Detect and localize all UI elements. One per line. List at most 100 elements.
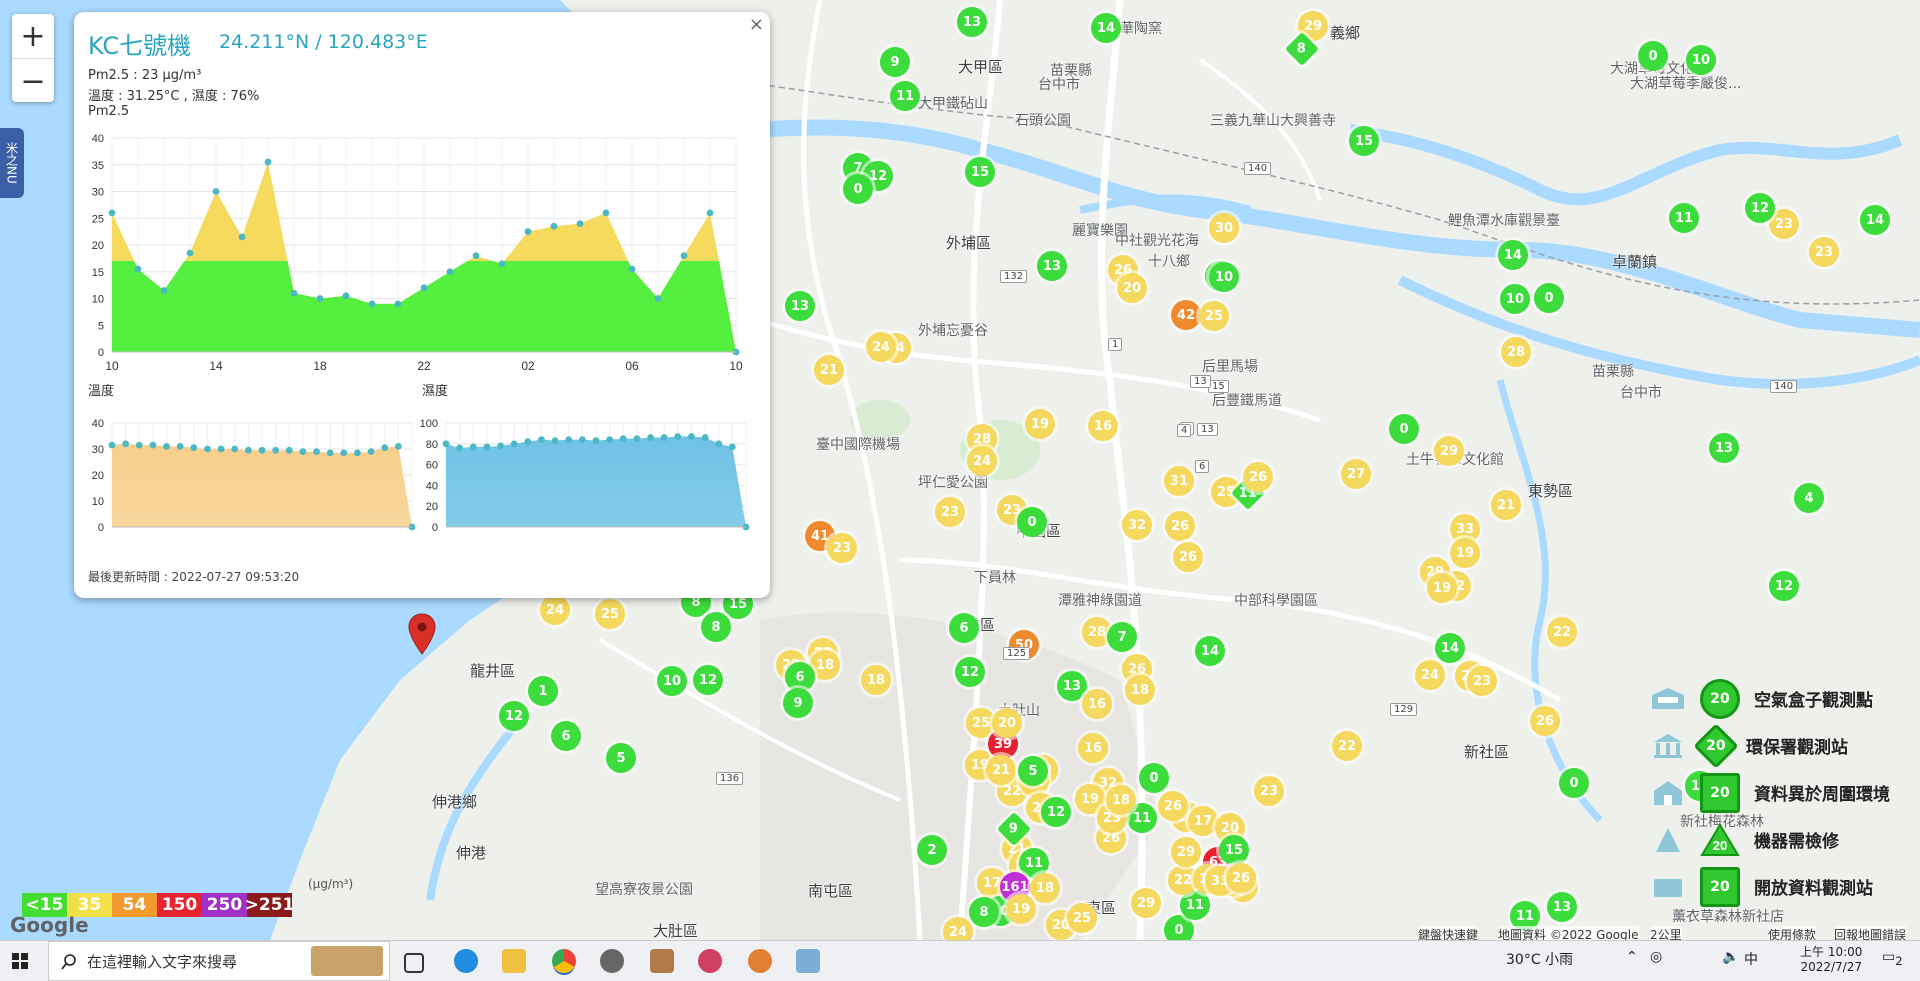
air-quality-marker[interactable]: 24 [1415, 660, 1445, 690]
air-quality-marker[interactable]: 26 [1226, 863, 1256, 893]
keyboard-shortcuts-link[interactable]: 鍵盤快速鍵 [1418, 926, 1479, 943]
air-quality-marker[interactable]: 30 [1209, 213, 1239, 243]
windows-start-icon[interactable] [12, 953, 28, 969]
air-quality-marker[interactable]: 14 [1435, 633, 1465, 663]
air-quality-marker[interactable]: 24 [866, 332, 896, 362]
air-quality-marker[interactable]: 6 [551, 721, 581, 751]
air-quality-marker[interactable]: 25 [1199, 301, 1229, 331]
air-quality-marker[interactable]: 20 [992, 708, 1022, 738]
air-quality-marker[interactable]: 24 [967, 446, 997, 476]
air-quality-marker[interactable]: 24 [540, 595, 570, 625]
air-quality-marker[interactable]: 14 [1195, 636, 1225, 666]
air-quality-marker[interactable]: 0 [1559, 768, 1589, 798]
air-quality-marker[interactable]: 5 [606, 743, 636, 773]
terms-link[interactable]: 使用條款 [1768, 926, 1817, 943]
air-quality-marker[interactable]: 0 [1017, 507, 1047, 537]
air-quality-marker[interactable]: 23 [827, 533, 857, 563]
notification-icon[interactable]: ▭2 [1882, 949, 1903, 968]
air-quality-marker[interactable]: 29 [1131, 888, 1161, 918]
air-quality-marker[interactable]: 15 [1219, 835, 1249, 865]
air-quality-marker[interactable]: 22 [1168, 865, 1198, 895]
taskbar-search[interactable]: 在這裡輸入文字來搜尋 [48, 941, 390, 981]
air-quality-marker[interactable]: 21 [814, 355, 844, 385]
air-quality-marker[interactable]: 4 [1794, 483, 1824, 513]
air-quality-marker[interactable]: 12 [1769, 571, 1799, 601]
air-quality-marker[interactable]: 21 [986, 755, 1016, 785]
air-quality-marker[interactable]: 16 [1082, 689, 1112, 719]
air-quality-marker[interactable]: 6 [785, 662, 815, 692]
clock[interactable]: 上午 10:00 2022/7/27 [1800, 943, 1862, 974]
air-quality-marker[interactable]: 13 [1709, 433, 1739, 463]
report-map-error-link[interactable]: 回報地圖錯誤 [1834, 926, 1907, 943]
air-quality-marker[interactable]: 19 [1427, 573, 1457, 603]
air-quality-marker[interactable]: 22 [1332, 731, 1362, 761]
location-pin-icon[interactable] [407, 612, 437, 656]
air-quality-marker[interactable]: 13 [957, 7, 987, 37]
air-quality-marker[interactable]: 14 [1860, 205, 1890, 235]
edge-browser-icon[interactable] [454, 949, 478, 973]
air-quality-marker[interactable]: 2 [917, 835, 947, 865]
air-quality-marker[interactable]: 33 [1450, 514, 1480, 544]
air-quality-marker[interactable]: 0 [1534, 283, 1564, 313]
side-tab[interactable]: 米之NU [0, 128, 24, 198]
air-quality-marker[interactable]: 0 [1638, 41, 1668, 71]
air-quality-marker[interactable]: 25 [595, 599, 625, 629]
air-quality-marker[interactable]: 42 [1171, 300, 1201, 330]
air-quality-marker[interactable]: 18 [861, 665, 891, 695]
air-quality-marker[interactable]: 12 [955, 657, 985, 687]
air-quality-marker[interactable]: 21 [1491, 490, 1521, 520]
air-quality-marker[interactable]: 10 [657, 666, 687, 696]
air-quality-marker[interactable]: 15 [965, 157, 995, 187]
air-quality-marker[interactable]: 18 [1030, 873, 1060, 903]
air-quality-marker[interactable]: 15 [1349, 126, 1379, 156]
app-icon-animal[interactable] [650, 949, 674, 973]
air-quality-marker[interactable]: 23 [935, 497, 965, 527]
zoom-in-button[interactable]: + [12, 14, 54, 59]
air-quality-marker[interactable]: 28 [1501, 337, 1531, 367]
ime-indicator[interactable]: 中 [1744, 952, 1758, 968]
network-icon[interactable]: ◎ [1650, 949, 1663, 965]
app-icon-box[interactable] [796, 949, 820, 973]
air-quality-marker[interactable]: 1 [528, 676, 558, 706]
air-quality-marker[interactable]: 13 [1547, 892, 1577, 922]
close-popup-button[interactable]: × [748, 14, 764, 35]
air-quality-marker[interactable]: 18 [1125, 675, 1155, 705]
air-quality-marker[interactable]: 0 [1389, 414, 1419, 444]
app-icon-tool[interactable] [698, 949, 722, 973]
air-quality-marker[interactable]: 27 [1341, 459, 1371, 489]
air-quality-marker[interactable]: 26 [1173, 542, 1203, 572]
air-quality-marker[interactable]: 10 [1209, 262, 1239, 292]
air-quality-marker[interactable]: 13 [785, 291, 815, 321]
air-quality-marker[interactable]: 10 [1500, 284, 1530, 314]
task-view-icon[interactable] [404, 953, 424, 973]
air-quality-marker[interactable]: 31 [1164, 466, 1194, 496]
air-quality-marker[interactable]: 14 [1091, 13, 1121, 43]
app-icon-compass[interactable] [600, 949, 624, 973]
air-quality-marker[interactable]: 13 [1057, 671, 1087, 701]
air-quality-marker[interactable]: 5 [1018, 756, 1048, 786]
air-quality-marker[interactable]: 8 [701, 612, 731, 642]
air-quality-marker[interactable]: 19 [1450, 538, 1480, 568]
air-quality-marker[interactable]: 32 [1122, 510, 1152, 540]
air-quality-marker[interactable]: 23 [1254, 776, 1284, 806]
air-quality-marker[interactable]: 26 [1165, 511, 1195, 541]
air-quality-marker[interactable]: 13 [1037, 251, 1067, 281]
air-quality-marker[interactable]: 18 [1106, 785, 1136, 815]
air-quality-marker[interactable]: 12 [1041, 797, 1071, 827]
volume-icon[interactable]: 🔈 [1722, 949, 1740, 965]
air-quality-marker[interactable]: 11 [890, 81, 920, 111]
chrome-browser-icon[interactable] [552, 949, 576, 973]
air-quality-marker[interactable]: 14 [1498, 240, 1528, 270]
air-quality-marker[interactable]: 19 [1025, 409, 1055, 439]
weather-widget[interactable]: 30°C 小雨 [1506, 952, 1574, 968]
air-quality-marker[interactable]: 0 [843, 174, 873, 204]
air-quality-marker[interactable]: 7 [1107, 622, 1137, 652]
air-quality-marker[interactable]: 16 [1088, 411, 1118, 441]
blender-icon[interactable] [748, 949, 772, 973]
air-quality-marker[interactable]: 25 [1067, 903, 1097, 933]
zoom-out-button[interactable]: − [20, 63, 46, 99]
air-quality-marker[interactable]: 11 [1669, 203, 1699, 233]
air-quality-marker[interactable]: 26 [1158, 791, 1188, 821]
air-quality-marker[interactable]: 0 [1139, 763, 1169, 793]
air-quality-marker[interactable]: 16 [1078, 733, 1108, 763]
